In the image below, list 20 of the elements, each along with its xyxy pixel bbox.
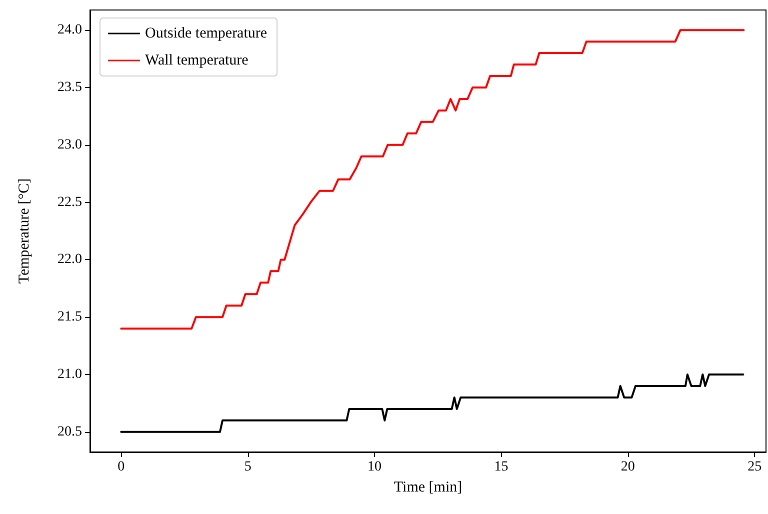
x-axis-title: Time [min] — [394, 480, 462, 496]
line-series — [120, 29, 745, 330]
y-axis-title: Temperature [°C] — [16, 178, 32, 284]
x-tick-label: 5 — [244, 460, 252, 474]
legend-label: Wall temperature — [145, 52, 249, 68]
x-tick-label: 0 — [118, 460, 125, 474]
y-tick-label: 23.0 — [58, 137, 82, 152]
line-series — [120, 374, 744, 433]
y-tick-label: 22.5 — [58, 194, 82, 210]
y-tick-label: 21.0 — [58, 367, 82, 382]
x-tick-label: 10 — [368, 460, 382, 474]
legend-label: Outside temperature — [145, 26, 268, 42]
y-tick-label: 21.5 — [58, 310, 82, 325]
y-tick-label: 24.0 — [58, 22, 82, 38]
y-tick-label: 20.5 — [58, 424, 82, 440]
x-tick-label: 15 — [494, 460, 508, 474]
y-tick-label: 23.5 — [58, 80, 82, 95]
y-tick-label: 22.0 — [58, 252, 82, 268]
x-tick-label: 20 — [620, 460, 635, 474]
x-tick-label: 25 — [748, 460, 762, 474]
